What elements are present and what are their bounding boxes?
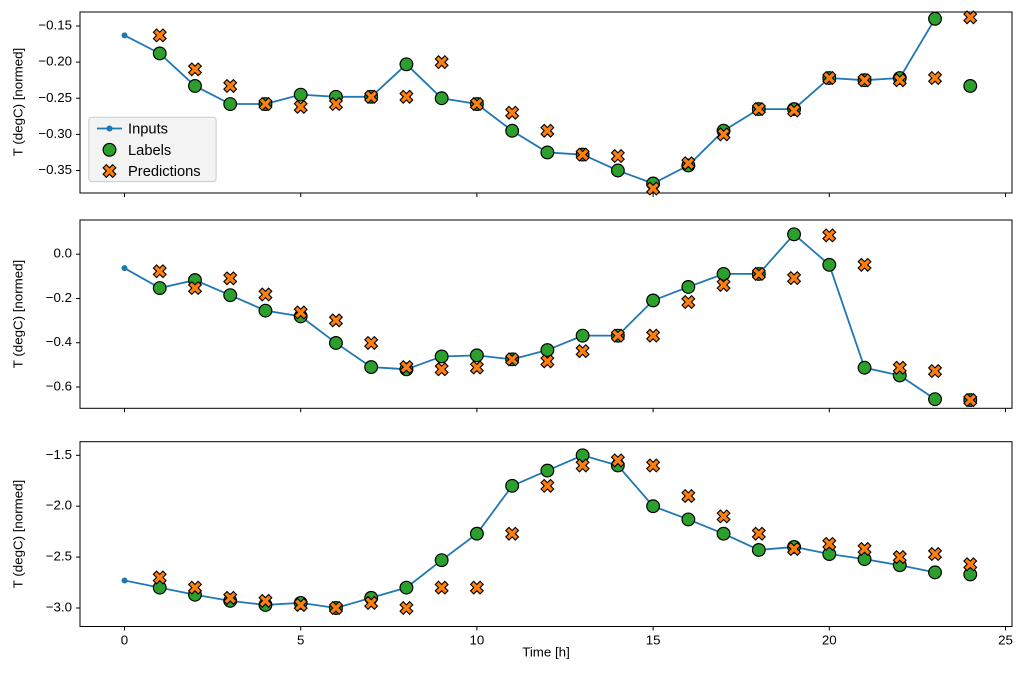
svg-text:Labels: Labels [128,143,171,159]
svg-text:−0.4: −0.4 [46,334,72,349]
svg-text:Inputs: Inputs [128,122,168,138]
svg-text:−0.20: −0.20 [38,54,72,69]
svg-text:−3.0: −3.0 [46,600,72,615]
svg-text:−0.15: −0.15 [38,18,72,33]
svg-text:10: 10 [470,633,485,648]
svg-text:20: 20 [822,633,837,648]
svg-text:0: 0 [121,633,128,648]
svg-text:−2.0: −2.0 [46,498,72,513]
svg-text:−1.5: −1.5 [46,447,72,462]
svg-text:−0.25: −0.25 [38,90,72,105]
svg-text:−2.5: −2.5 [46,549,72,564]
svg-text:−0.30: −0.30 [38,126,72,141]
svg-text:−0.35: −0.35 [38,162,72,177]
svg-text:15: 15 [646,633,661,648]
svg-text:25: 25 [998,633,1013,648]
svg-text:−0.2: −0.2 [46,290,72,305]
svg-text:−0.6: −0.6 [46,379,72,394]
svg-text:0.0: 0.0 [54,246,73,261]
svg-text:5: 5 [297,633,304,648]
svg-text:Predictions: Predictions [128,164,201,180]
